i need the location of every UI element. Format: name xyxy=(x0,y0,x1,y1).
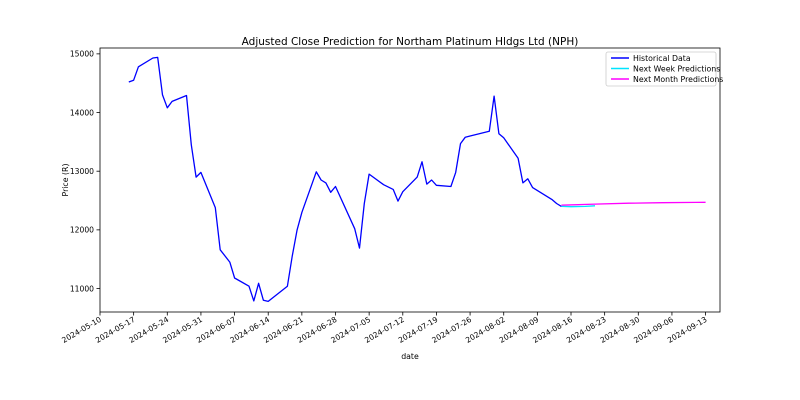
legend-label: Next Month Predictions xyxy=(633,75,723,84)
series-lines xyxy=(128,56,706,303)
x-axis-label: date xyxy=(401,352,419,361)
legend-label: Next Week Predictions xyxy=(633,64,720,73)
y-tick-label: 13000 xyxy=(70,167,94,176)
y-tick-label: 15000 xyxy=(70,50,94,59)
plot-area-frame xyxy=(99,47,721,313)
series-line-2 xyxy=(561,201,706,206)
y-tick-label: 12000 xyxy=(70,226,94,235)
legend-box xyxy=(605,51,717,87)
x-axis: 2024-05-102024-05-172024-05-242024-05-31… xyxy=(60,312,709,345)
y-axis-label: Price (R) xyxy=(61,164,70,197)
series-line-0 xyxy=(128,56,562,303)
chart-title: Adjusted Close Prediction for Northam Pl… xyxy=(242,36,579,48)
y-axis: 11000 12000 13000 14000 15000 xyxy=(70,50,100,293)
y-tick-label: 14000 xyxy=(70,108,94,117)
y-tick-label: 11000 xyxy=(70,284,94,293)
series-line-1 xyxy=(561,205,596,208)
legend-label: Historical Data xyxy=(633,54,691,63)
